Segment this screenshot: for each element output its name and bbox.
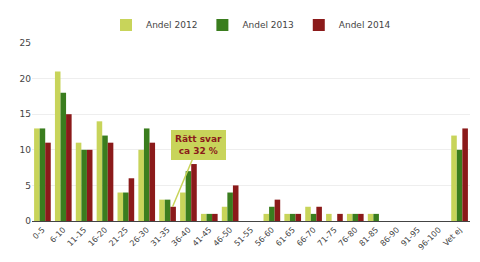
svg-text:Rätt svarca 32 %: Rätt svarca 32 %	[175, 134, 222, 156]
svg-text:61-65: 61-65	[274, 225, 297, 248]
svg-text:11-15: 11-15	[66, 225, 89, 248]
svg-text:36-40: 36-40	[170, 225, 193, 248]
svg-text:96-100: 96-100	[417, 225, 443, 251]
svg-text:31-35: 31-35	[149, 225, 172, 248]
svg-text:81-85: 81-85	[358, 225, 381, 248]
svg-text:66-70: 66-70	[295, 225, 318, 248]
svg-text:20: 20	[20, 74, 32, 84]
svg-text:26-30: 26-30	[128, 225, 151, 248]
svg-text:Andel 2013: Andel 2013	[242, 20, 293, 30]
svg-text:5: 5	[25, 181, 31, 191]
svg-text:10: 10	[20, 145, 32, 155]
svg-text:86-90: 86-90	[378, 225, 401, 248]
svg-text:71-75: 71-75	[316, 225, 339, 248]
svg-text:0-5: 0-5	[31, 225, 47, 241]
svg-text:41-45: 41-45	[191, 225, 214, 248]
svg-text:0: 0	[25, 216, 31, 226]
svg-text:16-20: 16-20	[86, 225, 109, 248]
svg-text:51-55: 51-55	[232, 225, 255, 248]
svg-text:91-95: 91-95	[399, 225, 422, 248]
svg-text:25: 25	[20, 38, 31, 48]
svg-text:Andel 2012: Andel 2012	[146, 20, 197, 30]
svg-text:21-25: 21-25	[107, 225, 130, 248]
svg-text:46-50: 46-50	[212, 225, 235, 248]
svg-text:Vet ej: Vet ej	[441, 225, 463, 247]
svg-text:Andel 2014: Andel 2014	[339, 20, 391, 30]
svg-text:56-60: 56-60	[253, 225, 276, 248]
svg-text:6-10: 6-10	[48, 225, 67, 244]
svg-text:15: 15	[20, 109, 31, 119]
svg-text:76-80: 76-80	[337, 225, 360, 248]
